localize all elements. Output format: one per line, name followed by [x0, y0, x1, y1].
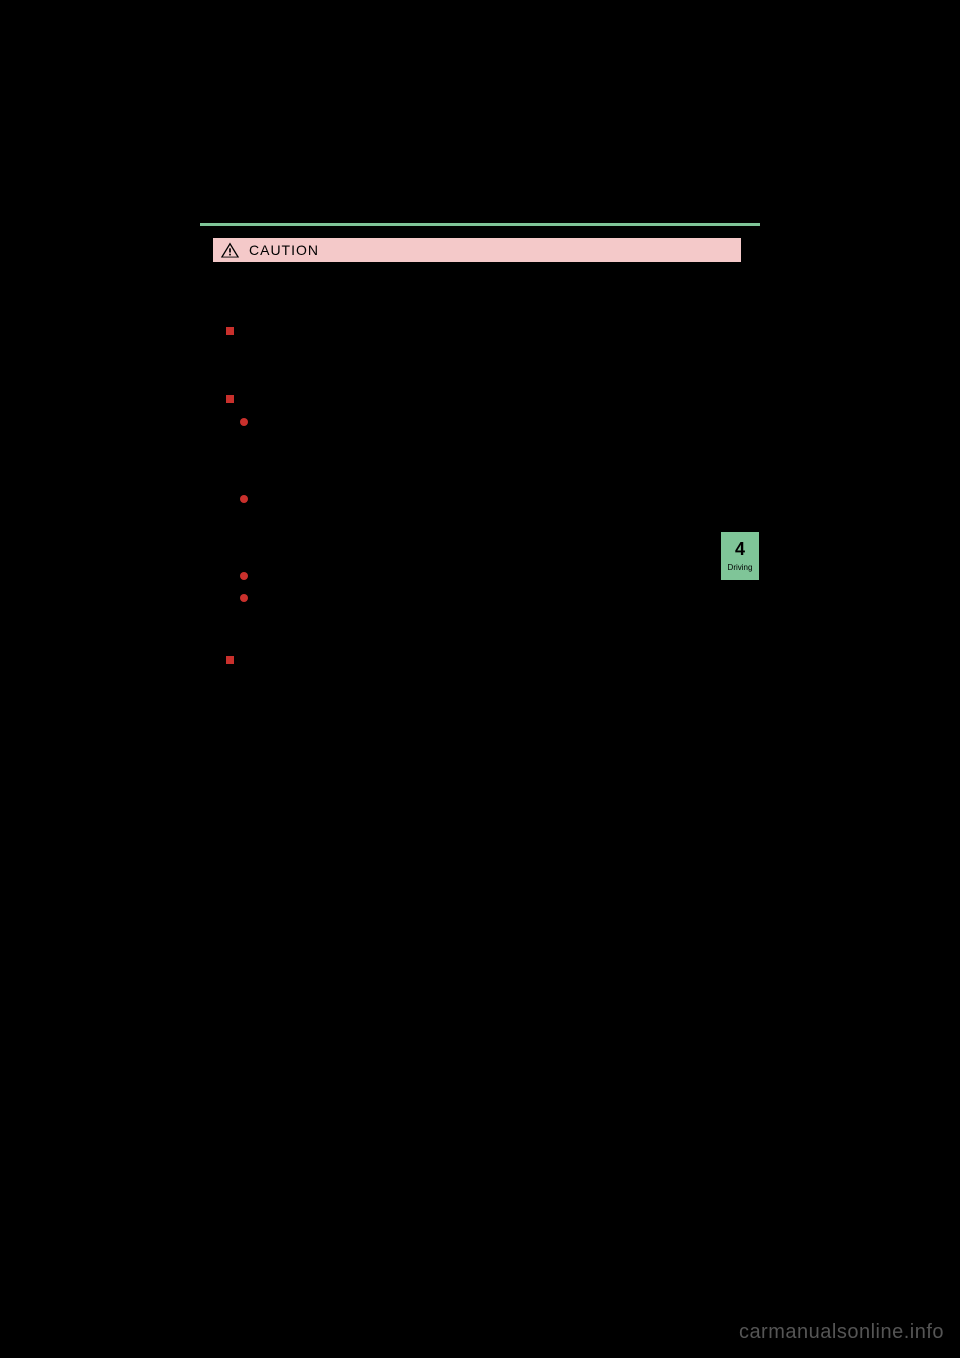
dot-bullet-icon [240, 418, 248, 426]
dot-bullet-icon [240, 594, 248, 602]
intro-text: Observe the following precautions. Failu… [226, 278, 728, 315]
bullet-text: Do not use dynamic radar cruise control … [256, 491, 728, 565]
bullet-item: Always check that the system is function… [240, 568, 728, 587]
section-header: 4-5. Using the driving support systems [200, 198, 421, 213]
page-number: 241 [715, 180, 742, 198]
chapter-number: 4 [735, 539, 745, 561]
bullet-text: The driver is solely responsible for saf… [256, 414, 728, 488]
dot-bullet-icon [240, 495, 248, 503]
bullet-item: Do not use dynamic radar cruise control … [240, 491, 728, 565]
square-bullet-icon [226, 395, 234, 403]
caution-label: CAUTION [249, 242, 319, 258]
header-rule [200, 223, 760, 226]
bullet-item: Set the speed appropriately depending on… [240, 590, 728, 646]
bullet-item: The driver is solely responsible for saf… [240, 414, 728, 488]
content-panel: Observe the following precautions. Failu… [213, 270, 741, 937]
caution-box: CAUTION [212, 237, 742, 263]
section-item: Cautions regarding the driving assist sy… [226, 391, 728, 410]
section-heading: Cautions regarding the driving assist sy… [242, 391, 728, 410]
bullet-text: Set the speed appropriately depending on… [256, 590, 728, 646]
chapter-tab: 4 Driving [721, 532, 759, 580]
section-body: The driver is solely responsible for saf… [242, 674, 728, 916]
section-item: Handling the radar sensor [226, 323, 728, 342]
section-heading: Handling the radar sensor [242, 323, 728, 342]
square-bullet-icon [226, 656, 234, 664]
watermark: carmanualsonline.info [739, 1321, 944, 1344]
dot-bullet-icon [240, 572, 248, 580]
chapter-label: Driving [728, 563, 753, 573]
square-bullet-icon [226, 327, 234, 335]
section-heading: Avoid overreliance on vehicle-to-vehicle… [242, 652, 728, 671]
warning-icon [217, 237, 243, 263]
section-body: Do not disassemble the sensor, and obser… [242, 346, 728, 383]
section-item: Avoid overreliance on vehicle-to-vehicle… [226, 652, 728, 671]
bullet-text: Always check that the system is function… [256, 568, 728, 587]
